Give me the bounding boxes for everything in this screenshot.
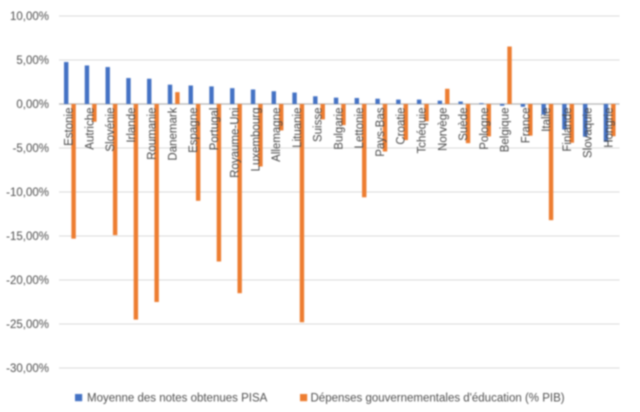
svg-text:Portugal: Portugal [209,108,221,151]
svg-text:Pologne: Pologne [479,108,491,150]
svg-text:Irlande: Irlande [126,108,138,143]
svg-text:-5,00%: -5,00% [13,143,49,155]
svg-text:Norvège: Norvège [437,108,449,151]
svg-text:Tchéquie: Tchéquie [416,108,428,154]
svg-text:Belgique: Belgique [500,108,512,153]
svg-text:Allemagne: Allemagne [271,108,283,162]
svg-text:-15,00%: -15,00% [6,231,49,243]
svg-text:Lettonie: Lettonie [354,108,366,149]
svg-text:Moyenne des notes obtenues PIS: Moyenne des notes obtenues PISA [87,393,268,405]
svg-text:Autriche: Autriche [84,108,96,150]
svg-text:Finlande: Finlande [562,108,574,152]
svg-text:Dépenses gouvernementales d'éd: Dépenses gouvernementales d'éducation (%… [311,393,565,405]
svg-text:5,00%: 5,00% [16,55,49,67]
svg-text:-20,00%: -20,00% [6,275,49,287]
svg-text:-10,00%: -10,00% [6,187,49,199]
svg-text:Suède: Suède [458,108,470,141]
svg-text:Slovaquie: Slovaquie [583,108,595,159]
svg-text:Espagne: Espagne [188,108,200,153]
svg-text:0,00%: 0,00% [16,99,49,111]
svg-text:Croatie: Croatie [396,108,408,145]
svg-text:Suisse: Suisse [313,108,325,143]
svg-text:-30,00%: -30,00% [6,363,49,375]
svg-text:Italie: Italie [541,108,553,132]
svg-text:Royaume-Uni: Royaume-Uni [230,108,242,178]
svg-text:Pays-Bas: Pays-Bas [375,107,387,156]
svg-text:Slovénie: Slovénie [105,108,117,152]
svg-text:Bulgarie: Bulgarie [333,108,345,150]
svg-text:10,00%: 10,00% [10,11,49,23]
svg-text:Hongrie: Hongrie [603,108,615,148]
svg-text:Estonie: Estonie [64,108,76,146]
svg-text:Roumanie: Roumanie [147,108,159,160]
svg-text:-25,00%: -25,00% [6,319,49,331]
svg-text:Luxembourg: Luxembourg [250,108,262,172]
svg-text:Danemark: Danemark [167,107,179,160]
svg-text:France: France [520,108,532,144]
svg-text:Lituanie: Lituanie [292,108,304,148]
